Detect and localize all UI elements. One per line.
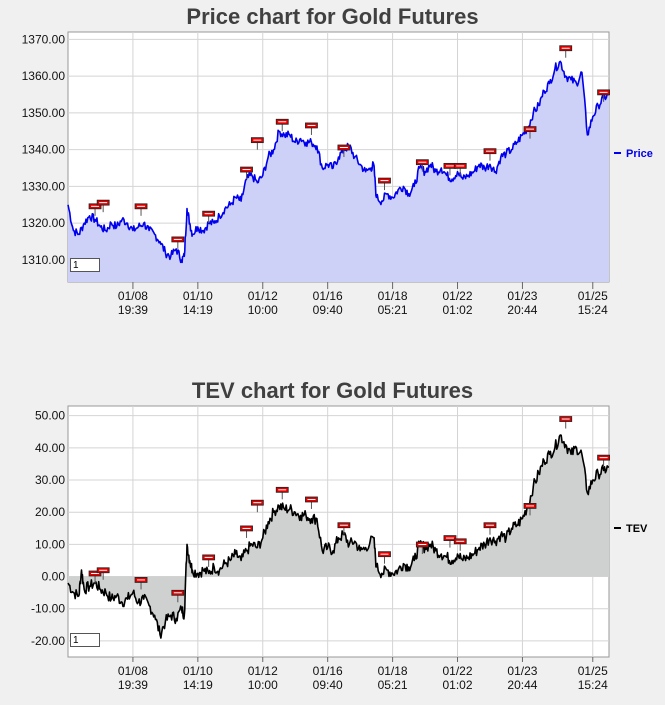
tev-event-marker: [453, 538, 467, 551]
price-x-tick-date: 01/16: [313, 289, 343, 303]
price-x-tick-time: 05:21: [378, 303, 408, 317]
tev-y-tick-label: 20.00: [35, 505, 65, 519]
price-chart-input[interactable]: 1: [70, 258, 100, 272]
price-event-marker: [202, 210, 216, 224]
price-y-tick-label: 1340.00: [22, 143, 66, 157]
price-x-tick-time: 10:00: [248, 303, 278, 317]
price-event-marker: [250, 137, 264, 150]
tev-x-tick-time: 15:24: [578, 678, 608, 692]
price-x-tick-time: 19:39: [118, 303, 148, 317]
price-event-marker: [171, 236, 185, 249]
tev-y-tick-label: 40.00: [35, 441, 65, 455]
price-x-tick-date: 01/18: [378, 289, 408, 303]
price-event-marker: [483, 148, 497, 161]
tev-event-marker: [559, 416, 573, 429]
tev-chart-title: TEV chart for Gold Futures: [191, 378, 474, 403]
tev-chart-plot: 50.00 40.00 30.00 20.00 10.00 0.00 -10.00 -20.0…: [31, 405, 648, 692]
price-x-tick-date: 01/12: [248, 289, 278, 303]
price-event-marker: [88, 203, 102, 216]
tev-event-marker: [88, 570, 102, 583]
tev-x-tick-time: 19:39: [118, 678, 148, 692]
price-event-marker: [597, 89, 610, 102]
tev-x-tick-date: 01/25: [578, 664, 608, 678]
tev-event-marker: [523, 503, 537, 516]
tev-x-tick-date: 01/08: [118, 664, 148, 678]
price-chart: Price chart for Gold Futures 1370.00 1360…: [0, 0, 665, 352]
tev-legend-label: TEV: [626, 523, 648, 535]
price-series-line: [67, 60, 610, 264]
price-event-marker: [305, 122, 318, 135]
price-event-marker: [523, 126, 537, 139]
tev-event-marker: [171, 589, 185, 603]
tev-event-marker: [275, 486, 289, 500]
tev-event-marker: [443, 535, 457, 548]
tev-x-tick-time: 10:00: [248, 678, 278, 692]
price-event-marker: [337, 144, 351, 157]
tev-event-marker: [202, 554, 216, 567]
price-event-marker: [96, 199, 110, 213]
tev-y-tick-label: -10.00: [31, 602, 65, 616]
tev-event-marker: [415, 541, 429, 555]
tev-event-marker: [250, 499, 264, 513]
price-x-tick-date: 01/08: [118, 289, 148, 303]
tev-x-tick-time: 01:02: [443, 678, 473, 692]
price-x-tick-time: 09:40: [313, 303, 343, 317]
tev-event-marker: [96, 567, 110, 580]
price-chart-title: Price chart for Gold Futures: [186, 4, 479, 29]
tev-chart-input[interactable]: 1: [70, 633, 100, 647]
tev-chart: TEV chart for Gold Futures 50.00 40.00 30.…: [0, 374, 665, 705]
price-x-tick-date: 01/10: [183, 289, 213, 303]
tev-y-tick-label: -20.00: [31, 634, 65, 648]
price-x-tick-time: 15:24: [578, 303, 608, 317]
price-chart-plot: 1370.00 1360.00 1350.00 1340.00 1330.00 1320.…: [22, 31, 653, 317]
price-area-fill: [68, 61, 609, 283]
price-event-marker: [275, 118, 289, 132]
price-event-marker: [415, 159, 429, 172]
price-x-tick-time: 01:02: [443, 303, 473, 317]
price-x-tick-date: 01/22: [443, 289, 473, 303]
tev-event-marker: [337, 522, 351, 535]
tev-event-marker: [378, 551, 391, 564]
tev-event-marker: [483, 522, 497, 535]
price-x-tick-time: 20:44: [507, 303, 537, 317]
price-y-tick-label: 1360.00: [22, 69, 66, 83]
tev-y-tick-label: 10.00: [35, 537, 65, 551]
price-y-tick-label: 1350.00: [22, 106, 66, 120]
tev-event-marker: [305, 496, 318, 509]
tev-x-tick-date: 01/22: [443, 664, 473, 678]
tev-event-marker: [240, 525, 253, 538]
tev-x-tick-time: 09:40: [313, 678, 343, 692]
tev-x-tick-date: 01/16: [313, 664, 343, 678]
tev-event-marker: [134, 577, 148, 590]
tev-x-tick-date: 01/18: [378, 664, 408, 678]
tev-event-marker: [597, 454, 610, 468]
price-y-tick-label: 1370.00: [22, 32, 66, 46]
price-event-marker: [559, 45, 573, 58]
tev-x-tick-date: 01/10: [183, 664, 213, 678]
tev-y-tick-label: 30.00: [35, 473, 65, 487]
tev-y-tick-label: 0.00: [42, 570, 66, 584]
price-event-marker: [134, 203, 148, 216]
tev-x-tick-date: 01/23: [507, 664, 537, 678]
price-y-tick-label: 1310.00: [22, 253, 66, 267]
price-x-tick-date: 01/23: [507, 289, 537, 303]
price-y-tick-label: 1330.00: [22, 179, 66, 193]
tev-x-tick-date: 01/12: [248, 664, 278, 678]
tev-y-tick-label: 50.00: [35, 409, 65, 423]
price-x-tick-date: 01/25: [578, 289, 608, 303]
tev-series-line: [67, 434, 610, 639]
price-legend-label: Price: [626, 148, 653, 160]
price-event-marker: [453, 162, 467, 176]
tev-x-tick-time: 14:19: [183, 678, 213, 692]
tev-x-tick-time: 20:44: [507, 678, 537, 692]
price-y-tick-label: 1320.00: [22, 216, 66, 230]
price-event-marker: [378, 177, 391, 191]
price-event-marker: [240, 166, 253, 180]
price-x-tick-time: 14:19: [183, 303, 213, 317]
tev-x-tick-time: 05:21: [378, 678, 408, 692]
